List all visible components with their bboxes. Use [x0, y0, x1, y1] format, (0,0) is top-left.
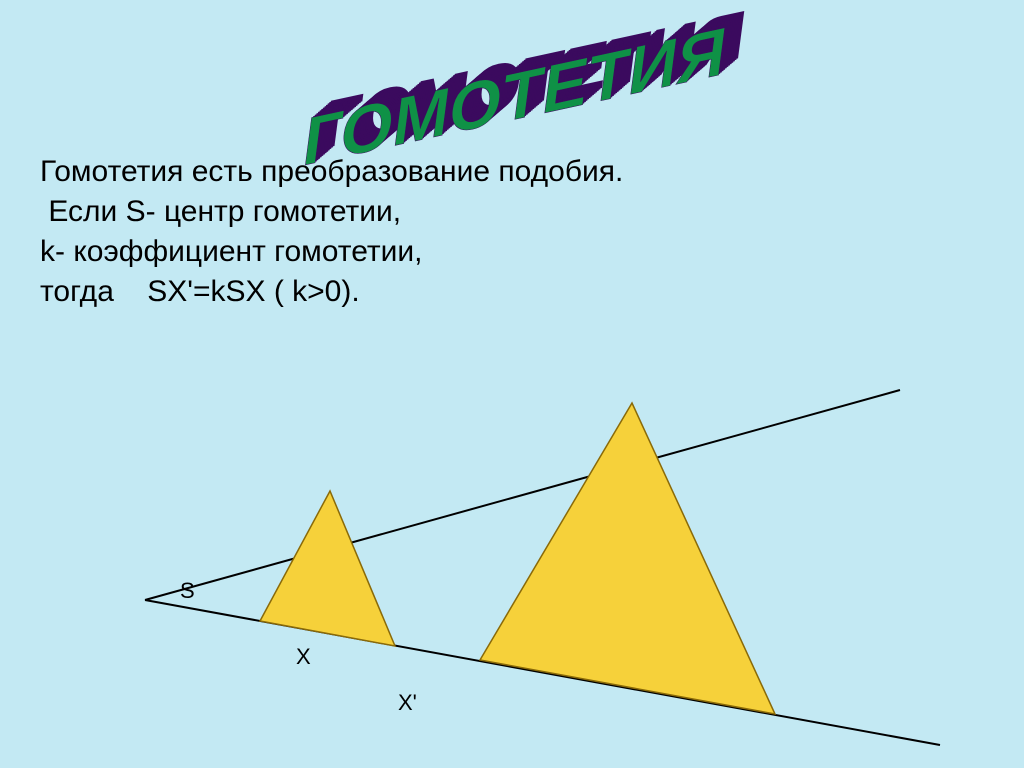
svg-text:X': X' [398, 690, 417, 715]
svg-text:S: S [180, 578, 195, 603]
homothety-diagram: S X X' [0, 0, 1024, 768]
slide: ГОМОТЕТИЯГОМОТЕТИЯГОМОТЕТИЯГОМОТЕТИЯГОМО… [0, 0, 1024, 768]
svg-text:X: X [296, 644, 311, 669]
